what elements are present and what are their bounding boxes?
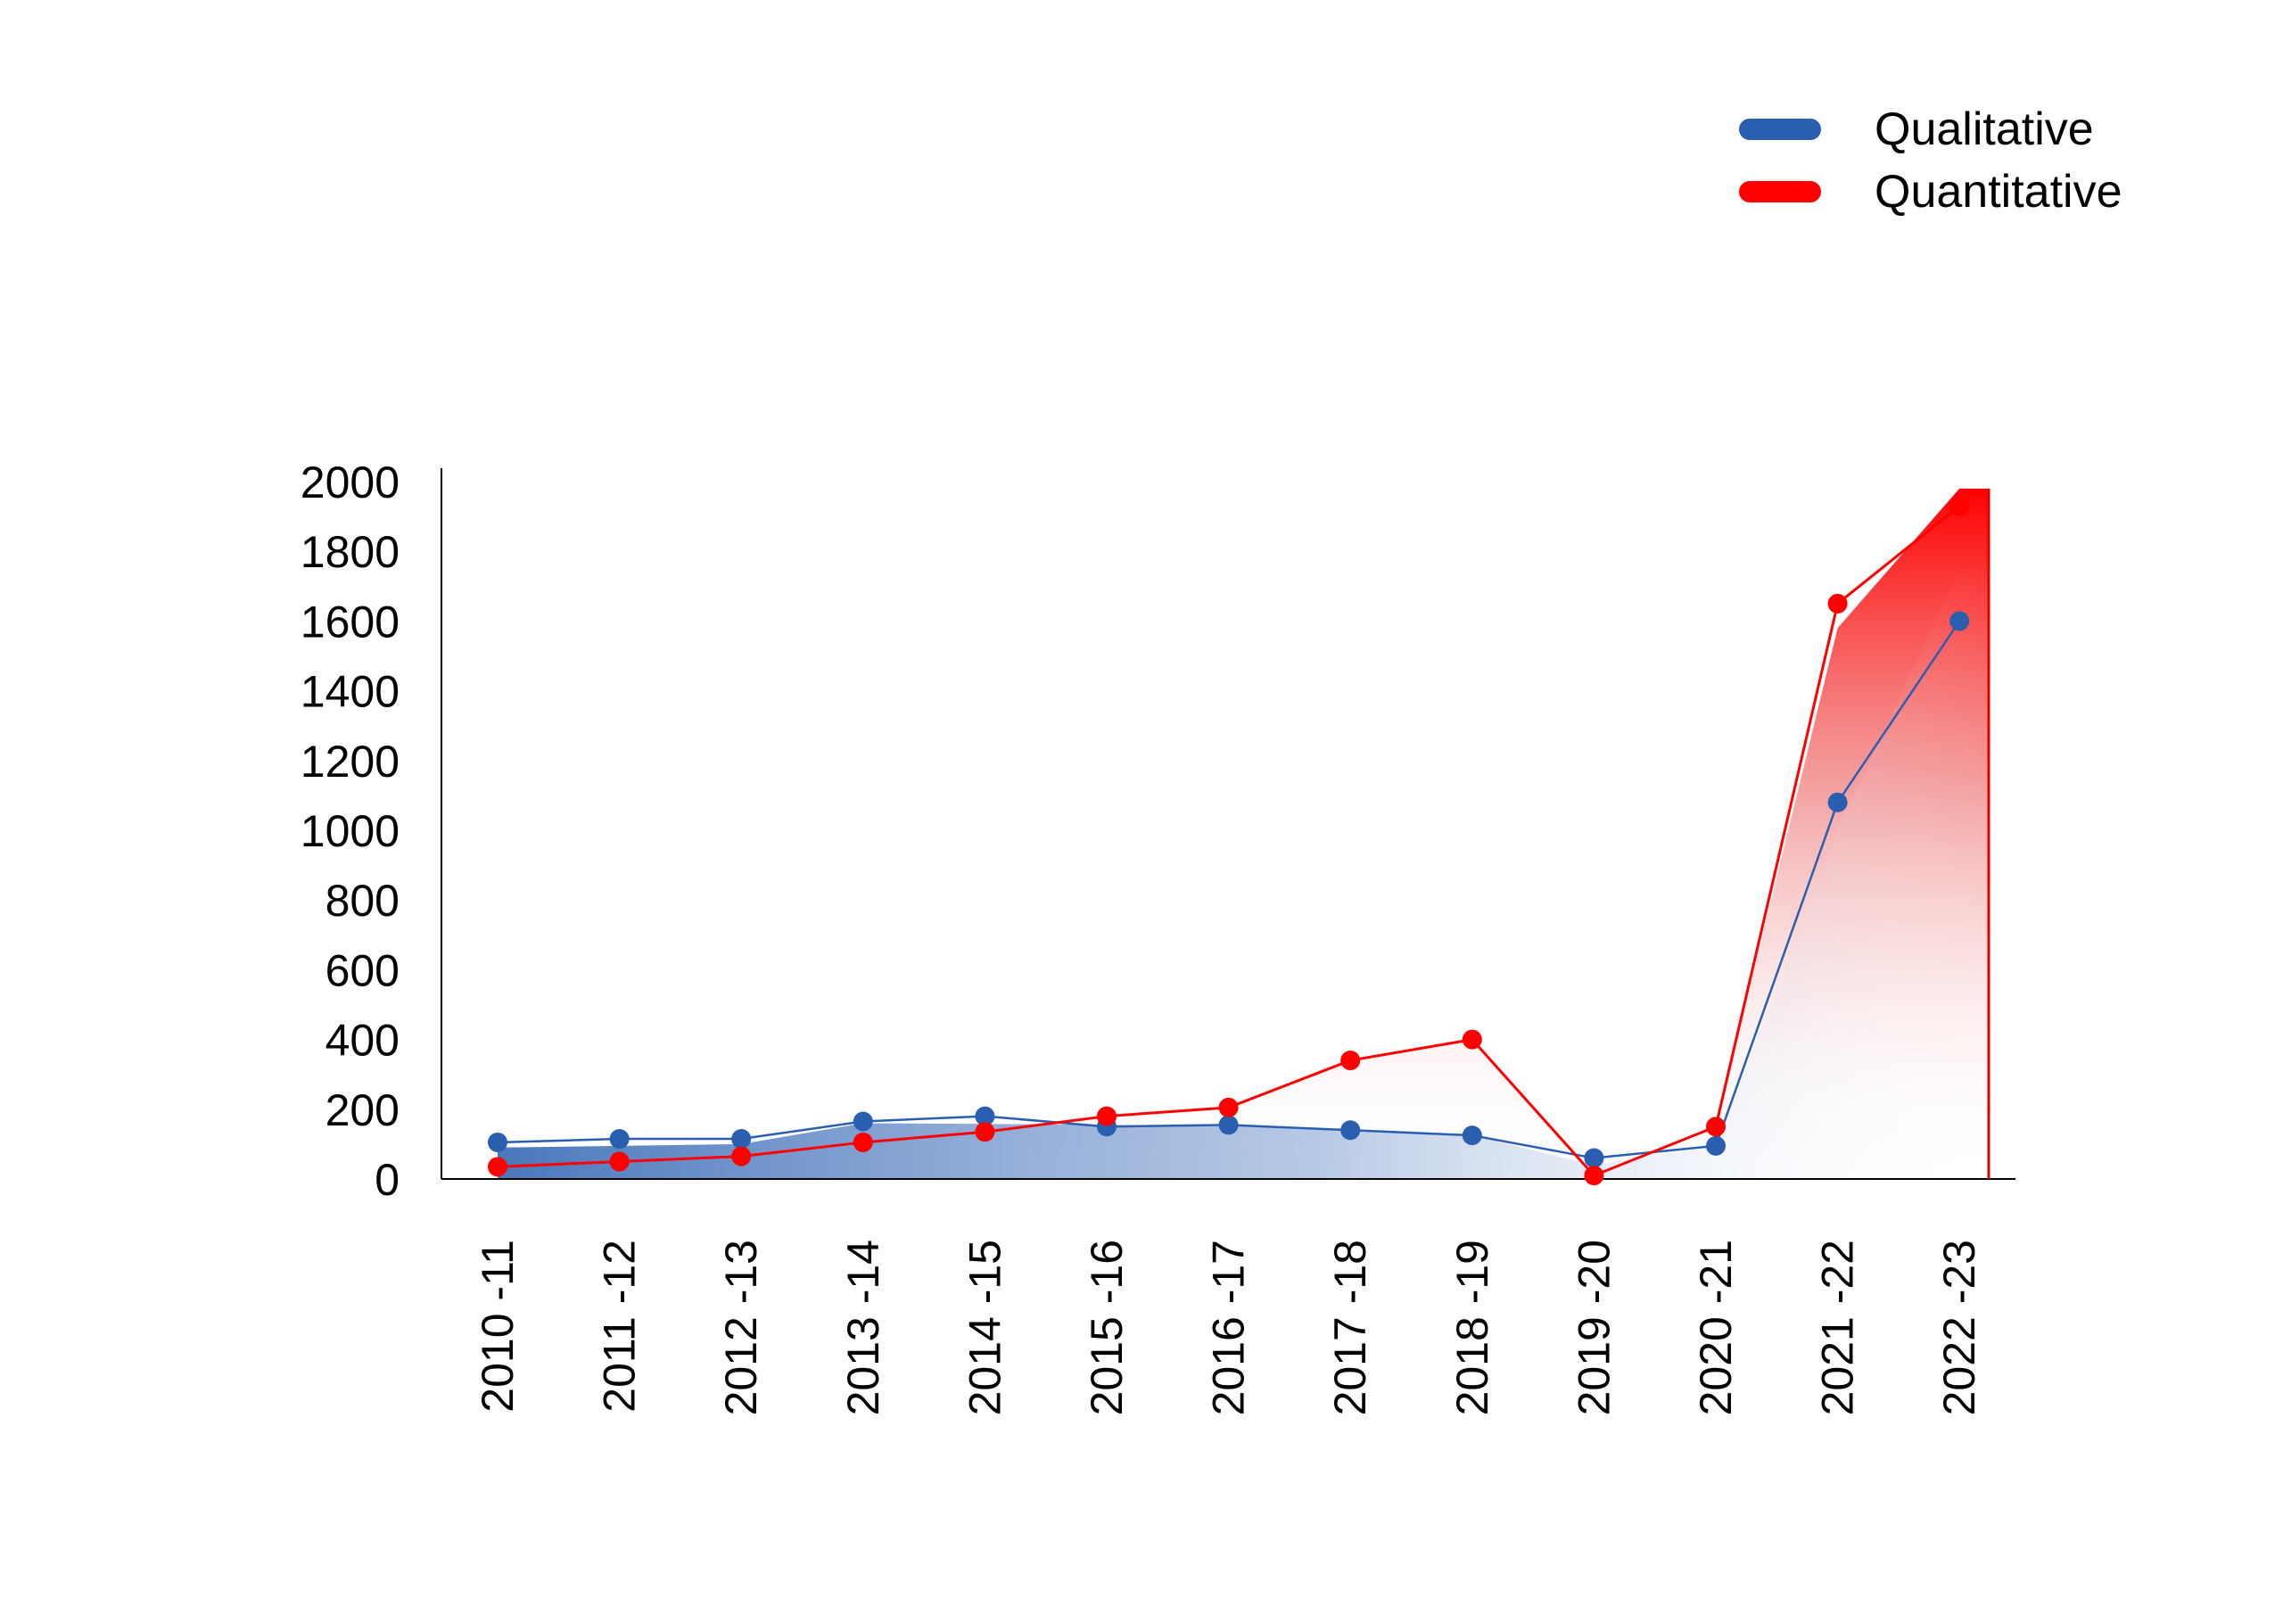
legend-swatch-quantitative (1739, 181, 1821, 202)
data-point-quantitative (853, 1132, 873, 1152)
data-point-quantitative (1706, 1117, 1726, 1137)
data-point-quantitative (1218, 1097, 1239, 1117)
y-tick-label: 1000 (301, 806, 400, 856)
axes-layer (441, 468, 2015, 1180)
legend-label-quantitative: Quantitative (1875, 166, 2122, 218)
data-point-quantitative (1827, 593, 1848, 614)
data-point-qualitative (1584, 1148, 1604, 1168)
x-tick-label: 2010 -11 (473, 1240, 523, 1413)
x-tick-labels: 2010 -11 2011 -12 2012 -13 2013 -14 2014 -15… (473, 1240, 1984, 1415)
data-point-qualitative (609, 1129, 630, 1150)
x-tick-label: 2012 -13 (716, 1240, 766, 1415)
data-point-qualitative (1218, 1115, 1239, 1135)
x-tick-label: 2019 -20 (1569, 1240, 1619, 1415)
data-point-quantitative (1584, 1166, 1604, 1186)
x-tick-label: 2022 -23 (1934, 1240, 1984, 1415)
y-tick-label: 200 (326, 1085, 400, 1135)
x-tick-label: 2017 -18 (1325, 1240, 1375, 1415)
x-tick-label: 2013 -14 (838, 1240, 888, 1415)
legend-swatch-qualitative (1739, 119, 1821, 140)
lines-layer (497, 505, 1961, 1177)
data-point-quantitative (731, 1146, 752, 1166)
y-tick-label: 2000 (301, 458, 400, 507)
x-tick-label: 2018 -19 (1447, 1240, 1497, 1415)
y-tick-label: 600 (326, 945, 400, 995)
data-point-quantitative (975, 1122, 995, 1142)
data-point-qualitative (1340, 1120, 1361, 1141)
data-point-quantitative (1462, 1029, 1482, 1050)
data-point-qualitative (1706, 1135, 1726, 1156)
points-layer (488, 496, 1970, 1186)
data-point-qualitative (853, 1111, 873, 1132)
area-qualitative (498, 568, 1989, 1179)
y-tick-label: 1600 (301, 597, 400, 647)
y-tick-label: 1200 (301, 737, 400, 787)
data-point-quantitative (1340, 1051, 1361, 1071)
x-tick-label: 2011 -12 (595, 1240, 645, 1413)
x-tick-label: 2015 -16 (1082, 1240, 1132, 1415)
data-point-quantitative (1097, 1106, 1117, 1126)
y-tick-label: 800 (326, 876, 400, 926)
data-point-quantitative (488, 1157, 507, 1177)
legend-item-qualitative: Qualitative (1739, 98, 2274, 161)
x-tick-label: 2021 -22 (1813, 1240, 1863, 1415)
x-tick-label: 2014 -15 (960, 1240, 1010, 1415)
data-point-qualitative (731, 1129, 752, 1150)
data-point-qualitative (1462, 1125, 1482, 1146)
data-point-qualitative (488, 1132, 507, 1152)
area-layer (498, 488, 1989, 1179)
legend: Qualitative Quantitative (1739, 98, 2274, 223)
y-tick-label: 1400 (301, 667, 400, 717)
data-point-qualitative (975, 1106, 995, 1126)
series-line-qualitative (497, 620, 1961, 1159)
y-tick-label: 0 (375, 1155, 400, 1205)
x-tick-label: 2016 -17 (1204, 1240, 1254, 1415)
data-point-qualitative (1949, 611, 1970, 631)
data-point-quantitative (1949, 496, 1970, 516)
y-tick-label: 1800 (301, 527, 400, 577)
data-point-qualitative (1827, 792, 1848, 812)
data-point-quantitative (609, 1151, 630, 1172)
legend-item-quantitative: Quantitative (1739, 161, 2274, 223)
y-tick-label: 400 (326, 1016, 400, 1066)
x-tick-label: 2020 -21 (1691, 1240, 1741, 1415)
legend-label-qualitative: Qualitative (1875, 103, 2094, 155)
